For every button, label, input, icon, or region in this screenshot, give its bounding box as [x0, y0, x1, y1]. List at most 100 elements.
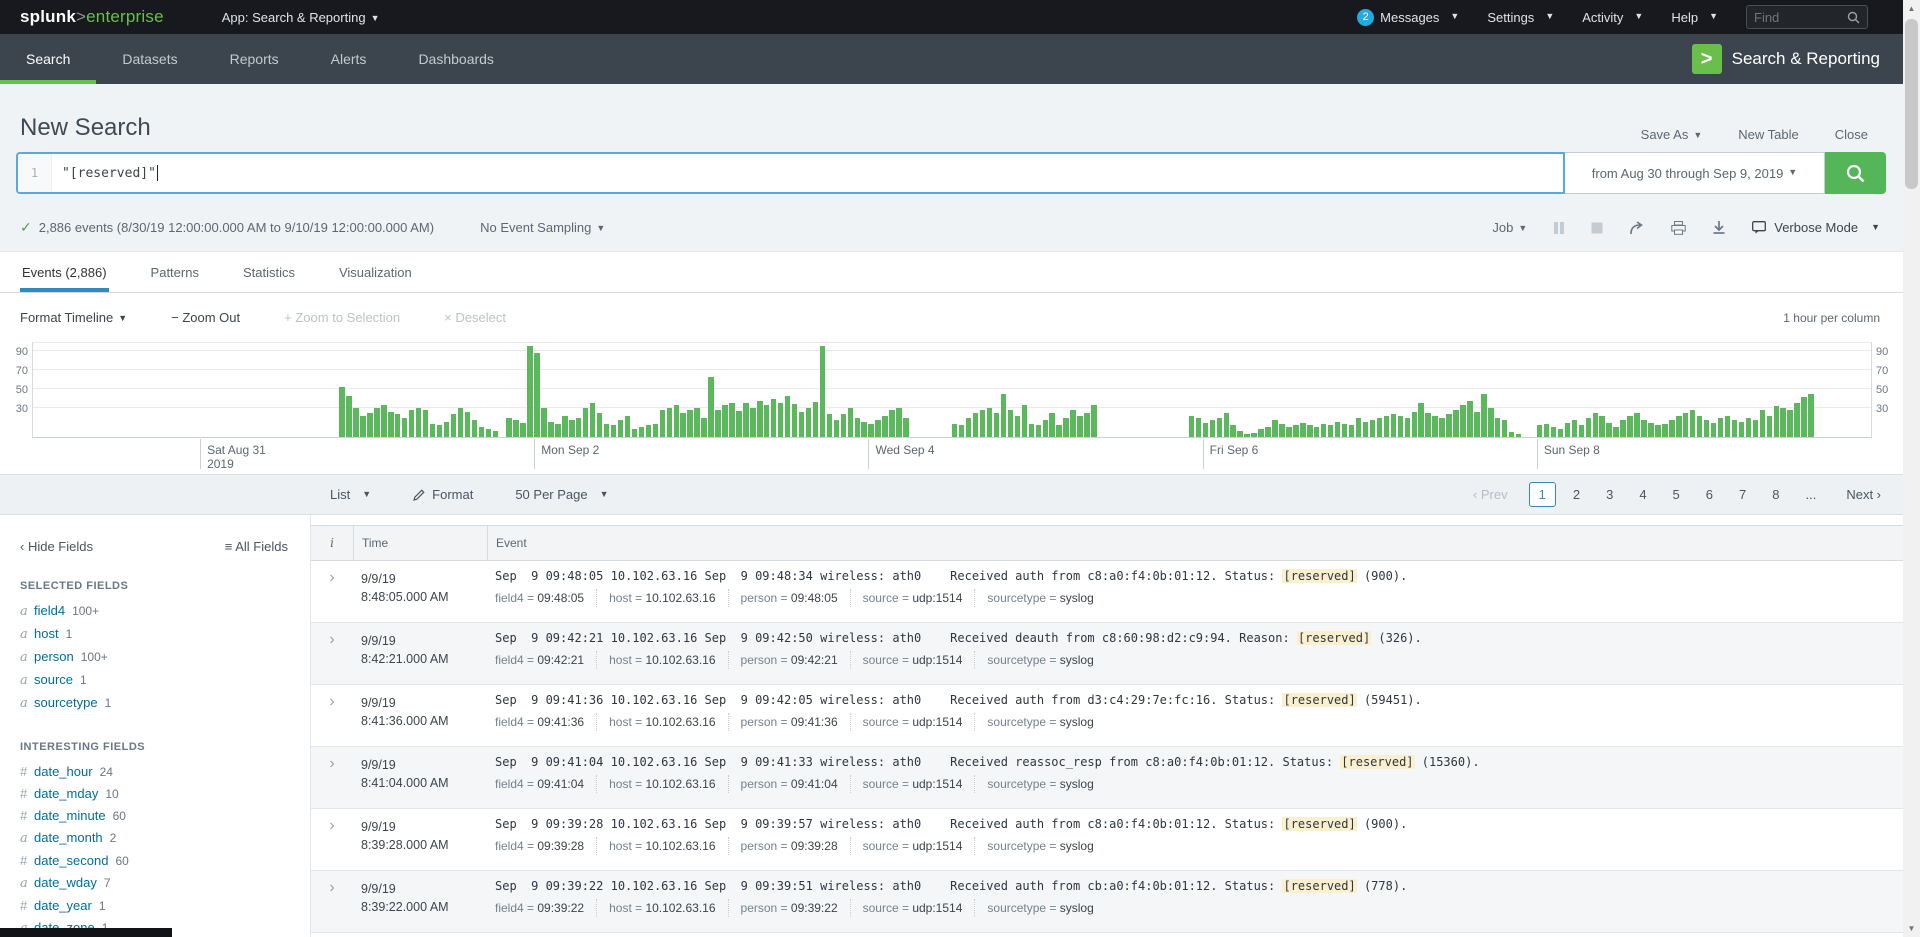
field-value-field4[interactable]: field4 = 09:41:36 [495, 713, 596, 731]
app-menu[interactable]: App: Search & Reporting▼ [222, 10, 380, 25]
field-value-sourcetype[interactable]: sourcetype = syslog [974, 837, 1105, 855]
timeline-bar[interactable] [1739, 422, 1744, 437]
event-time-cell[interactable]: 9/9/198:41:04.000 AM [353, 747, 487, 808]
event-time-cell[interactable]: 9/9/198:42:21.000 AM [353, 623, 487, 684]
timeline-bar[interactable] [1356, 418, 1361, 437]
field-value-host[interactable]: host = 10.102.63.16 [596, 899, 727, 917]
page-2[interactable]: 2 [1564, 483, 1589, 506]
splunk-logo[interactable]: splunk>enterprise [20, 7, 164, 27]
event-time-cell[interactable]: 9/9/198:48:05.000 AM [353, 561, 487, 622]
field-value-person[interactable]: person = 09:48:05 [728, 589, 850, 607]
timeline-bar[interactable] [1022, 405, 1027, 437]
timeline-bar[interactable] [1453, 410, 1458, 437]
timeline-plot-area[interactable]: Sat Aug 312019Mon Sep 2Wed Sep 4Fri Sep … [32, 342, 1872, 438]
timeline-bar[interactable] [1613, 427, 1618, 437]
timeline-bar[interactable] [583, 408, 588, 437]
find-input[interactable] [1754, 10, 1847, 25]
timeline-bar[interactable] [1398, 416, 1403, 437]
search-mode-menu[interactable]: Verbose Mode▼ [1752, 220, 1880, 235]
timeline-bar[interactable] [1606, 423, 1611, 437]
timeline-bar[interactable] [1488, 408, 1493, 437]
all-fields-button[interactable]: ≡ All Fields [225, 539, 288, 554]
timeline-bar[interactable] [1412, 412, 1417, 437]
timeline-bar[interactable] [1683, 413, 1688, 437]
timeline-bar[interactable] [1391, 414, 1396, 437]
field-value-host[interactable]: host = 10.102.63.16 [596, 775, 727, 793]
timeline-bar[interactable] [903, 418, 908, 437]
timeline-bar[interactable] [1210, 420, 1215, 437]
deselect-button[interactable]: × Deselect [444, 310, 506, 325]
scroll-down-arrow[interactable]: ▼ [1903, 920, 1920, 937]
field-value-source[interactable]: source = udp:1514 [850, 713, 975, 731]
field-value-field4[interactable]: field4 = 09:48:05 [495, 589, 596, 607]
per-page-menu[interactable]: 50 Per Page▼ [515, 487, 608, 502]
result-tab-statistics[interactable]: Statistics [241, 252, 297, 292]
timeline-bar[interactable] [1572, 420, 1577, 437]
timeline-bar[interactable] [966, 418, 971, 437]
timeline-bar[interactable] [1063, 418, 1068, 437]
timeline-bar[interactable] [1286, 427, 1291, 437]
timeline-bar[interactable] [799, 412, 804, 437]
timeline-bar[interactable] [555, 424, 560, 437]
timeline-bar[interactable] [980, 410, 985, 437]
field-value-sourcetype[interactable]: sourcetype = syslog [974, 713, 1105, 731]
timeline-bar[interactable] [346, 396, 351, 437]
page-6[interactable]: 6 [1697, 483, 1722, 506]
timeline-bar[interactable] [1405, 418, 1410, 437]
timeline-bar[interactable] [458, 408, 463, 437]
timeline-bar[interactable] [430, 424, 435, 437]
app-identity[interactable]: > Search & Reporting [1692, 34, 1880, 84]
timeline-bar[interactable] [1043, 420, 1048, 437]
timeline-bar[interactable] [423, 410, 428, 437]
timeline-bar[interactable] [1690, 410, 1695, 437]
timeline-bar[interactable] [653, 424, 658, 437]
timeline-bar[interactable] [1746, 418, 1751, 437]
timeline-bar[interactable] [388, 412, 393, 437]
timeline-bar[interactable] [1377, 418, 1382, 437]
field-link-field4[interactable]: field4 [34, 603, 65, 618]
zoom-to-selection-button[interactable]: + Zoom to Selection [284, 310, 400, 325]
timeline-bar[interactable] [1265, 427, 1270, 437]
timeline-bar[interactable] [861, 422, 866, 437]
timeline-bar[interactable] [451, 414, 456, 437]
timeline-bar[interactable] [1001, 394, 1006, 437]
timeline-bar[interactable] [868, 424, 873, 437]
timeline-bar[interactable] [395, 414, 400, 437]
page-4[interactable]: 4 [1630, 483, 1655, 506]
field-link-person[interactable]: person [34, 649, 74, 664]
timeline-bar[interactable] [1230, 425, 1235, 437]
timeline-bar[interactable] [848, 408, 853, 437]
timeline-bar[interactable] [472, 420, 477, 437]
field-link-date_second[interactable]: date_second [34, 853, 108, 868]
expand-event-icon[interactable]: › [329, 880, 334, 896]
field-link-date_year[interactable]: date_year [34, 898, 92, 913]
timeline-bar[interactable] [1509, 432, 1514, 437]
timeline-bar[interactable] [1272, 420, 1277, 437]
timeline-bar[interactable] [1384, 416, 1389, 437]
stop-job-button[interactable] [1591, 222, 1603, 234]
format-timeline-menu[interactable]: Format Timeline▼ [20, 310, 127, 325]
timeline-bar[interactable] [1307, 425, 1312, 437]
timeline-bar[interactable] [1662, 424, 1667, 437]
timeline-bar[interactable] [646, 425, 651, 437]
timeline-bar[interactable] [611, 425, 616, 437]
timeline-bar[interactable] [486, 429, 491, 437]
timeline-bar[interactable] [1551, 427, 1556, 437]
timeline-bar[interactable] [806, 408, 811, 437]
result-tab-patterns[interactable]: Patterns [149, 252, 201, 292]
expand-event-icon[interactable]: › [329, 756, 334, 772]
field-value-person[interactable]: person = 09:42:21 [728, 651, 850, 669]
timeline-bar[interactable] [1217, 418, 1222, 437]
prev-page-button[interactable]: ‹ Prev [1464, 483, 1517, 506]
field-value-person[interactable]: person = 09:41:04 [728, 775, 850, 793]
timeline-bar[interactable] [701, 418, 706, 437]
timeline-bar[interactable] [1425, 413, 1430, 437]
field-value-sourcetype[interactable]: sourcetype = syslog [974, 899, 1105, 917]
timeline-bar[interactable] [409, 410, 414, 437]
timeline-bar[interactable] [757, 401, 762, 437]
event-sampling-menu[interactable]: No Event Sampling▼ [480, 220, 605, 235]
timeline-bar[interactable] [1599, 416, 1604, 437]
timeline-bar[interactable] [1439, 418, 1444, 437]
timeline-bar[interactable] [548, 422, 553, 437]
timeline-bar[interactable] [1077, 416, 1082, 437]
